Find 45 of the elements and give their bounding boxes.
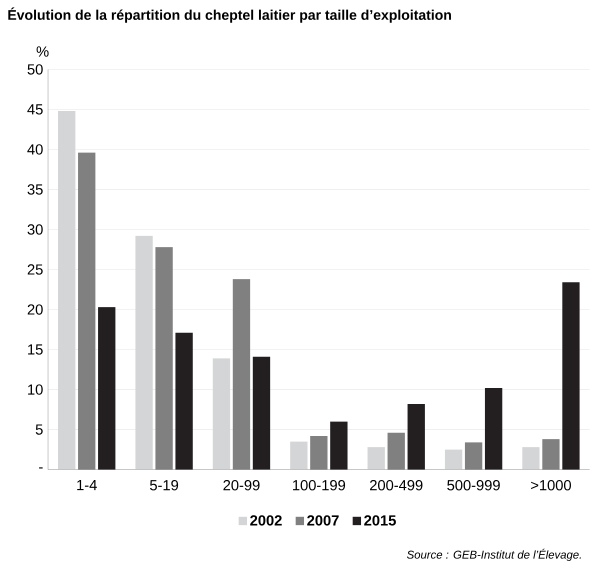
y-tick-label: 35 xyxy=(28,184,43,195)
y-tick-label: 20 xyxy=(28,304,43,315)
y-tick-label: 45 xyxy=(27,104,43,115)
bar xyxy=(388,432,405,470)
bar xyxy=(78,152,96,470)
x-tick-label: 500-999 xyxy=(447,480,500,490)
y-tick-label: 50 xyxy=(28,64,43,75)
y-tick-label: 40 xyxy=(27,144,43,155)
bar xyxy=(290,442,308,470)
source-note: Source : GEB-Institut de l’Élevage. xyxy=(406,548,581,561)
y-tick-label: 5 xyxy=(36,424,43,435)
y-axis-title: % xyxy=(36,46,49,57)
y-tick-label: 10 xyxy=(28,384,43,395)
bar xyxy=(542,439,560,470)
legend-label: 2007 xyxy=(307,515,339,526)
y-tick-label: 25 xyxy=(28,264,43,275)
y-tick-label: - xyxy=(39,467,43,469)
bar xyxy=(98,307,116,470)
y-tick-label: 30 xyxy=(28,224,43,235)
x-tick-label: 100-199 xyxy=(293,480,346,490)
bar xyxy=(310,436,328,470)
bar xyxy=(368,447,385,470)
bar xyxy=(522,447,540,470)
bar xyxy=(484,388,502,470)
bar xyxy=(408,404,425,470)
chart-title: Évolution de la répartition du cheptel laitier par taille d’exploitation xyxy=(8,7,451,23)
bar xyxy=(58,110,76,470)
bar xyxy=(464,442,482,470)
x-tick-label: 200-499 xyxy=(370,480,422,490)
bar xyxy=(330,422,348,470)
x-tick-label: 1-4 xyxy=(77,480,97,490)
legend-label: 2015 xyxy=(364,515,396,526)
bar xyxy=(135,236,153,470)
bar xyxy=(444,450,462,470)
bar xyxy=(232,279,250,470)
bar xyxy=(175,332,193,470)
y-tick-label: 15 xyxy=(28,344,43,355)
x-tick-label: 5-19 xyxy=(150,480,178,490)
bar xyxy=(562,282,580,470)
bar xyxy=(212,358,230,470)
bar xyxy=(155,247,173,470)
legend-label: 2002 xyxy=(250,515,282,526)
x-tick-label: >1000 xyxy=(531,480,571,490)
bar xyxy=(252,356,270,470)
x-tick-label: 20-99 xyxy=(223,480,260,490)
